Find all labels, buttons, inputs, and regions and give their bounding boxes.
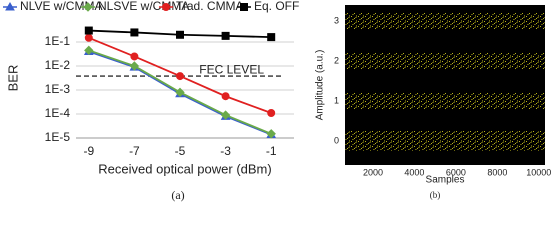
x-tick-label: 6000 <box>446 167 466 177</box>
x-tick-label: 4000 <box>404 167 424 177</box>
y-tick-label: 2 <box>334 55 339 65</box>
legend-label: NLVE w/CMMA <box>20 0 102 13</box>
x-tick-label: -9 <box>83 144 94 158</box>
marker <box>267 109 276 118</box>
marker <box>266 129 276 139</box>
x-tick-label: -1 <box>266 144 277 158</box>
symbol-band <box>345 93 545 109</box>
marker <box>84 45 94 56</box>
marker <box>129 61 140 71</box>
y-tick-label: 1E-3 <box>45 82 71 96</box>
marker <box>175 87 185 98</box>
y-tick-label: 1 <box>334 95 339 105</box>
x-tick-label: -7 <box>129 144 140 158</box>
x-tick-label: -5 <box>175 144 186 158</box>
caption: (a) <box>171 188 184 202</box>
y-tick-label: 1E-2 <box>45 58 71 72</box>
x-tick-label: 8000 <box>487 167 507 177</box>
page: {"chart_data": [ {"type": "line", "categ… <box>3 0 552 202</box>
y-tick-label: 3 <box>334 15 339 25</box>
panel-b: 0 1 2 3 2000 4000 6000 8000 10000 Amplitude (a.u.… <box>315 5 551 200</box>
marker <box>130 28 139 37</box>
legend-marker <box>5 1 15 11</box>
legend-marker <box>240 3 248 11</box>
y-axis-label: Amplitude (a.u.) <box>315 50 326 121</box>
y-tick-label: 1E-5 <box>45 130 71 144</box>
x-axis-label: Samples <box>426 175 465 186</box>
symbol-band <box>345 53 545 69</box>
annotation: FEC LEVEL <box>199 62 264 76</box>
marker <box>221 31 230 40</box>
y-tick-label: 0 <box>334 135 339 145</box>
caption: (b) <box>430 190 441 200</box>
x-tick-label: -3 <box>220 144 231 158</box>
marker <box>176 30 184 39</box>
legend-label: Trad. CMMA <box>176 0 244 13</box>
symbol-band <box>345 131 545 151</box>
symbol-band <box>345 13 545 29</box>
marker <box>221 92 230 101</box>
y-tick-label: 1E-4 <box>45 106 71 120</box>
marker <box>130 52 139 61</box>
x-axis-label: Received optical power (dBm) <box>98 161 271 176</box>
panel-a: 1E-5 1E-4 1E-3 1E-2 1E-1 -9 -7 -5 -3 -1 FEC LEVEL N… <box>3 0 299 202</box>
x-tick-label: 2000 <box>363 167 383 177</box>
marker <box>220 110 231 120</box>
y-tick-label: 1E-1 <box>45 34 71 48</box>
marker <box>176 72 184 81</box>
x-tick-label: 10000 <box>526 167 551 177</box>
y-axis-label: BER <box>5 65 20 92</box>
marker <box>84 33 93 42</box>
legend-marker <box>162 3 170 11</box>
marker <box>267 33 276 42</box>
figure: 1E-5 1E-4 1E-3 1E-2 1E-1 -9 -7 -5 -3 -1 FEC LEVEL N… <box>3 0 551 202</box>
legend-marker <box>83 2 93 12</box>
marker <box>84 26 93 35</box>
legend-label: Eq. OFF <box>254 0 299 13</box>
